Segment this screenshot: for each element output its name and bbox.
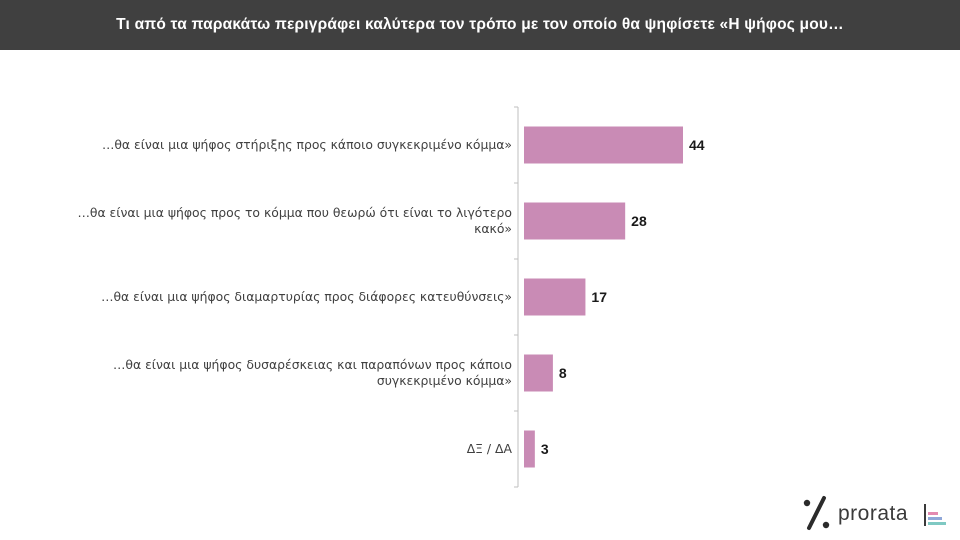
chart-title: Τι από τα παρακάτω περιγράφει καλύτερα τ… bbox=[116, 16, 844, 33]
percent-logo-icon bbox=[803, 496, 830, 530]
category-label-line: συγκεκριμένο κόμμα» bbox=[377, 373, 512, 388]
bar bbox=[524, 354, 553, 392]
data-label: 8 bbox=[559, 365, 567, 381]
bar bbox=[524, 126, 683, 164]
category-label-line: …θα είναι μια ψήφος προς το κόμμα που θε… bbox=[77, 205, 512, 220]
category-label: …θα είναι μια ψήφος δυσαρέσκειας και παρ… bbox=[113, 357, 512, 388]
category-label-line: …θα είναι μια ψήφος στήριξης προς κάποιο… bbox=[102, 137, 512, 152]
data-label: 28 bbox=[631, 213, 647, 229]
category-label: ΔΞ / ΔΑ bbox=[467, 441, 513, 456]
data-label: 17 bbox=[591, 289, 607, 305]
category-label: …θα είναι μια ψήφος προς το κόμμα που θε… bbox=[77, 205, 512, 236]
data-label: 44 bbox=[689, 137, 705, 153]
logo-bars-icon bbox=[924, 504, 946, 526]
chart-header: Τι από τα παρακάτω περιγράφει καλύτερα τ… bbox=[0, 0, 960, 50]
category-label: …θα είναι μια ψήφος διαμαρτυρίας προς δι… bbox=[101, 289, 512, 304]
category-label-line: κακό» bbox=[474, 221, 512, 236]
bar bbox=[524, 278, 586, 316]
category-label-line: …θα είναι μια ψήφος δυσαρέσκειας και παρ… bbox=[113, 357, 512, 372]
bar bbox=[524, 430, 535, 468]
bar bbox=[524, 202, 626, 240]
prorata-logo: prorata bbox=[800, 494, 950, 534]
category-label-line: …θα είναι μια ψήφος διαμαρτυρίας προς δι… bbox=[101, 289, 512, 304]
category-label-line: ΔΞ / ΔΑ bbox=[467, 441, 513, 456]
data-label: 3 bbox=[541, 441, 549, 457]
category-label: …θα είναι μια ψήφος στήριξης προς κάποιο… bbox=[102, 137, 512, 152]
logo-wordmark: prorata bbox=[838, 502, 909, 525]
